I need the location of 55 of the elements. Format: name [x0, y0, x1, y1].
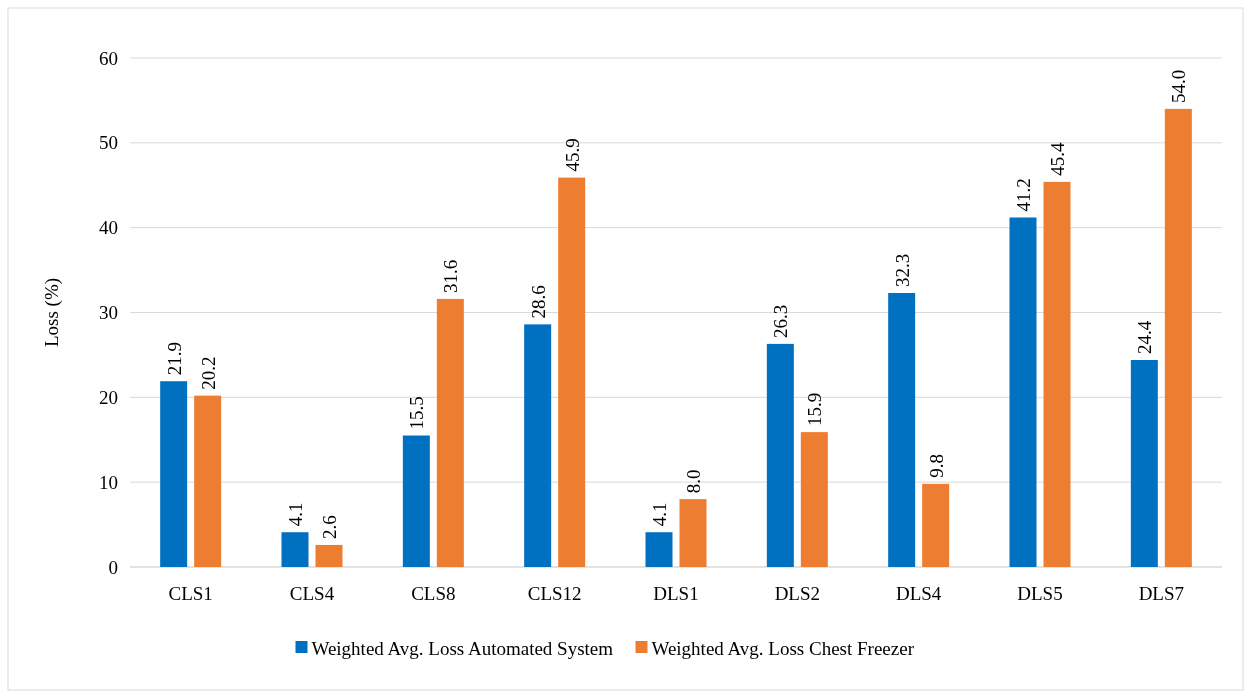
x-tick-label: CLS12: [527, 583, 582, 604]
y-tick-label: 20: [99, 386, 118, 408]
bar: [524, 324, 552, 567]
bar: [315, 544, 343, 567]
data-label: 9.8: [925, 454, 947, 478]
data-label: 26.3: [770, 304, 792, 338]
bar: [922, 483, 950, 567]
bar: [679, 499, 707, 567]
data-label: 15.5: [406, 396, 428, 430]
data-label: 54.0: [1168, 69, 1190, 103]
data-label: 31.6: [440, 259, 462, 293]
x-tick-label: DLS1: [653, 583, 699, 604]
data-label: 21.9: [163, 341, 185, 376]
y-tick-label: 10: [99, 471, 118, 493]
x-tick-label: DLS4: [895, 583, 942, 604]
data-label: 24.4: [1134, 320, 1156, 355]
x-tick-label: DLS2: [774, 583, 821, 604]
y-tick-label: 40: [99, 217, 118, 239]
legend-label: Weighted Avg. Loss Chest Freezer: [651, 637, 915, 659]
data-label: 4.1: [649, 502, 670, 527]
bar: [1130, 360, 1158, 567]
x-tick-label: CLS8: [411, 583, 456, 604]
x-tick-label: DLS5: [1017, 583, 1063, 604]
y-tick-label: 60: [99, 47, 118, 69]
data-label: 45.4: [1047, 142, 1068, 176]
data-label: 45.9: [561, 138, 583, 172]
bar: [558, 177, 586, 567]
bar: [436, 298, 464, 567]
legend-label: Weighted Avg. Loss Automated System: [311, 637, 614, 659]
data-label: 8.0: [683, 469, 704, 494]
y-tick-label: 50: [99, 132, 118, 154]
data-label: 4.1: [285, 502, 306, 527]
data-label: 20.2: [197, 356, 219, 390]
bar: [194, 395, 222, 567]
bar: [888, 292, 916, 567]
bar: [800, 432, 828, 567]
y-tick-label: 0: [108, 556, 118, 578]
bar: [281, 532, 309, 567]
bar: [1164, 108, 1192, 567]
bar: [645, 532, 673, 567]
data-label: 41.2: [1013, 178, 1034, 212]
data-label: 32.3: [891, 253, 913, 287]
bar: [1043, 181, 1071, 567]
x-tick-label: DLS7: [1138, 583, 1185, 604]
bar: [402, 435, 430, 567]
x-tick-label: CLS1: [168, 583, 213, 604]
bar: [1009, 217, 1037, 567]
data-label: 2.6: [319, 515, 340, 539]
bar: [766, 343, 794, 567]
y-tick-label: 30: [99, 302, 118, 324]
y-axis-title: Loss (%): [41, 277, 63, 348]
data-label: 28.6: [527, 285, 549, 319]
x-tick-label: CLS4: [289, 583, 335, 604]
data-label: 15.9: [804, 392, 826, 427]
bar: [160, 381, 188, 567]
